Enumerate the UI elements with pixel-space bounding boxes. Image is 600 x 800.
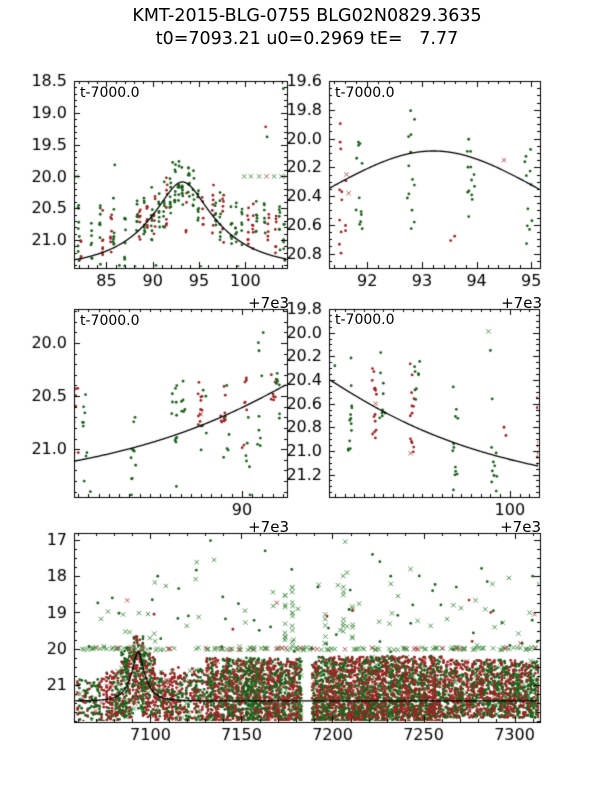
figure-subtitle: t0=7093.21 u0=0.2969 tE= 7.77 <box>155 29 459 49</box>
axis-offset-label-middle-right: +7e3 <box>500 518 541 536</box>
panel-annotation-top-left: t-7000.0 <box>80 85 140 101</box>
axis-offset-label-top-left: +7e3 <box>248 294 289 312</box>
panel-annotation-middle-left: t-7000.0 <box>80 313 140 329</box>
axis-offset-label-top-right: +7e3 <box>501 294 542 312</box>
axis-offset-label-middle-left: +7e3 <box>248 518 289 536</box>
figure-title: KMT-2015-BLG-0755 BLG02N0829.3635 <box>132 6 482 26</box>
panel-annotation-top-right: t-7000.0 <box>335 85 395 101</box>
panel-annotation-middle-right: t-7000.0 <box>335 312 395 328</box>
